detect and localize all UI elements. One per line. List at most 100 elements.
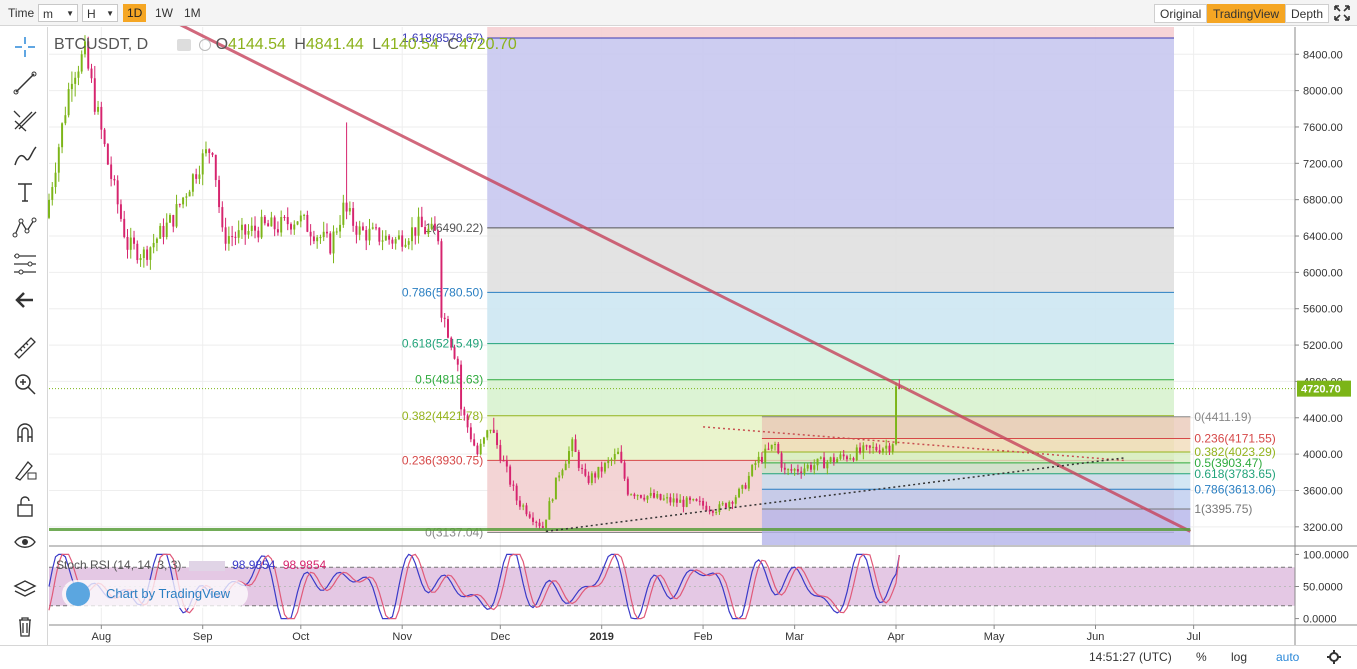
candles — [48, 35, 901, 532]
stoch-rsi-k-value: 98.9854 — [232, 558, 276, 572]
candle-body — [819, 457, 822, 459]
candle-body — [698, 500, 701, 502]
back-arrow-icon[interactable] — [12, 287, 38, 313]
candle-body — [597, 466, 600, 478]
candle-body — [777, 444, 780, 454]
hours-select[interactable]: H ▼ — [82, 4, 118, 22]
stoch-rsi-name: Stoch RSI (14, 14, 3, 3) — [56, 558, 182, 572]
candle-body — [770, 444, 773, 449]
candle-body — [397, 235, 400, 240]
fib-zone — [487, 343, 1174, 380]
candle-body — [659, 494, 662, 500]
ruler-icon[interactable] — [12, 335, 38, 361]
price-tick-label: 7600.00 — [1303, 122, 1343, 134]
candle-body — [813, 465, 816, 470]
candle-body — [862, 445, 865, 453]
candle-body — [83, 41, 86, 55]
candle-body — [404, 244, 407, 247]
candle-body — [675, 498, 678, 503]
interval-1d-button[interactable]: 1D — [123, 4, 147, 22]
candle-body — [126, 237, 129, 250]
candle-body — [509, 466, 512, 485]
auto-scale-button[interactable]: auto — [1276, 650, 1300, 664]
candle-body — [783, 467, 786, 470]
branding-label: Chart by TradingView — [106, 586, 231, 601]
candle-body — [146, 249, 149, 260]
view-tradingview-button[interactable]: TradingView — [1207, 4, 1286, 23]
unlock-icon[interactable] — [12, 493, 38, 519]
utc-clock: 14:51:27 (UTC) — [1089, 650, 1172, 664]
time-tick-label: Dec — [491, 631, 511, 643]
candle-body — [581, 467, 584, 470]
fullscreen-icon[interactable] — [1333, 4, 1351, 22]
fib-small-level-label: 0.382(4023.29) — [1194, 445, 1275, 459]
layers-icon[interactable] — [12, 576, 38, 602]
time-tick-label: Nov — [392, 631, 412, 643]
candle-body — [859, 447, 862, 453]
brush-icon[interactable] — [12, 143, 38, 169]
tradingview-branding[interactable]: Chart by TradingView — [62, 580, 248, 608]
lock-drawing-icon[interactable] — [12, 456, 38, 482]
candle-body — [760, 456, 763, 463]
candle-body — [633, 494, 636, 497]
log-scale-button[interactable]: log — [1231, 650, 1248, 664]
trend-line-resistance-dotted — [703, 426, 1126, 462]
candle-body — [450, 337, 453, 348]
zoom-icon[interactable] — [12, 371, 38, 397]
pitchfork-icon[interactable] — [12, 107, 38, 133]
candle-body — [590, 473, 593, 483]
gear-icon[interactable] — [188, 560, 225, 571]
candle-body — [312, 236, 315, 242]
interval-1w-button[interactable]: 1W — [155, 6, 173, 20]
candle-body — [666, 497, 669, 499]
candle-body — [587, 475, 590, 483]
eye-icon[interactable] — [12, 529, 38, 555]
candle-body — [610, 459, 613, 461]
text-icon[interactable] — [12, 179, 38, 205]
view-depth-button[interactable]: Depth — [1285, 4, 1330, 23]
candle-body — [204, 149, 207, 154]
crosshair-icon[interactable] — [12, 34, 38, 60]
candle-body — [643, 497, 646, 500]
candle-body — [774, 444, 776, 446]
candle-body — [512, 484, 515, 486]
candle-body — [685, 497, 688, 507]
price-tick-label: 6800.00 — [1303, 195, 1343, 207]
candle-body — [129, 237, 132, 250]
candle-body — [715, 512, 718, 514]
bottom-bar: 14:51:27 (UTC) % log auto — [0, 645, 1357, 669]
candle-body — [355, 225, 358, 235]
candle-body — [613, 454, 616, 460]
candle-body — [741, 485, 744, 489]
candle-body — [463, 409, 466, 416]
gear-icon[interactable] — [1327, 650, 1341, 664]
candle-body — [103, 129, 106, 145]
candle-body — [48, 199, 50, 218]
price-tick-label: 4000.00 — [1303, 449, 1343, 461]
close-value: 4720.70 — [458, 36, 517, 53]
candle-body — [348, 208, 351, 212]
candle-body — [119, 204, 122, 219]
pattern-icon[interactable] — [12, 215, 38, 241]
candle-body — [571, 439, 574, 452]
trend-line-icon[interactable] — [12, 70, 38, 96]
candle-body — [335, 231, 338, 233]
candle-body — [306, 214, 309, 232]
percent-scale-button[interactable]: % — [1196, 650, 1207, 664]
view-original-button[interactable]: Original — [1154, 4, 1208, 23]
candle-body — [538, 522, 541, 527]
minutes-select[interactable]: m ▼ — [38, 4, 78, 22]
trash-icon[interactable] — [12, 613, 38, 639]
interval-1m-button[interactable]: 1M — [184, 6, 201, 20]
magnet-icon[interactable] — [12, 420, 38, 446]
candle-body — [273, 217, 276, 230]
candle-body — [823, 457, 826, 469]
gear-icon[interactable] — [176, 38, 191, 51]
candle-body — [345, 202, 348, 212]
fib-tool-icon[interactable] — [12, 251, 38, 277]
candle-body — [407, 241, 410, 245]
candle-body — [106, 144, 109, 165]
close-icon[interactable] — [199, 38, 212, 51]
candle-body — [54, 172, 57, 188]
